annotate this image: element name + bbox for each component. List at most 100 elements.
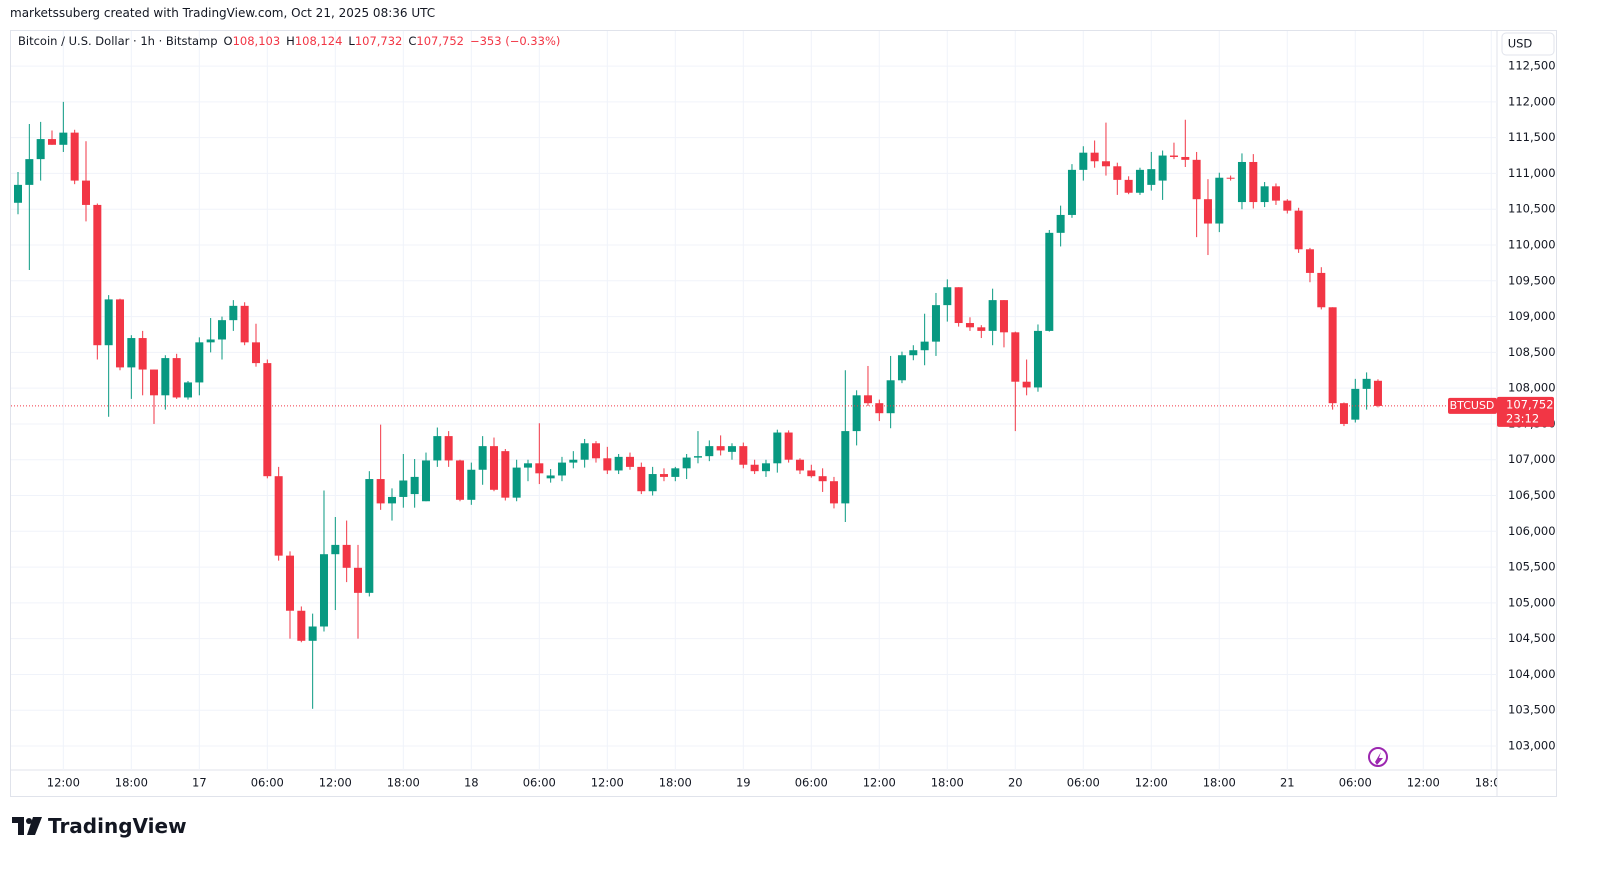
candle-body [467,469,476,500]
candle-body [977,327,986,331]
candle-body [818,476,827,482]
candle-body [161,358,170,396]
candle-body [784,432,793,460]
candle-body [1237,161,1246,203]
candle-body [659,474,668,477]
candle-body [773,432,782,464]
x-tick-label: 18:00 [1475,776,1508,790]
candle-body [183,382,192,398]
y-tick-label: 106,500 [1508,488,1556,502]
ohlc-key: C [408,34,417,48]
candle-body [625,456,634,467]
candle-body [1022,381,1031,388]
candle-body [943,287,952,306]
candle-body [206,339,215,343]
candle-body [478,446,487,470]
y-tick-label: 111,000 [1508,166,1556,180]
logo[interactable]: TradingView [12,814,187,838]
candle-body [353,567,362,593]
candle-body [251,342,260,364]
x-tick-label: 12:00 [863,776,896,790]
candle-body [1158,155,1167,181]
candle-body [274,476,283,556]
candle-body [1305,249,1314,273]
logo-text: TradingView [48,814,187,838]
candle-body [1181,156,1190,160]
y-tick-label: 103,500 [1508,703,1556,717]
candle-body [693,456,702,458]
x-tick-label: 20 [1008,776,1023,790]
candle-body [1192,159,1201,200]
candle-body [875,403,884,414]
candle-body [671,468,680,477]
candle-body [1215,177,1224,224]
chart-frame [10,30,1557,797]
candle-body [682,457,691,469]
y-tick-label: 105,000 [1508,595,1556,609]
candle-body [523,463,532,468]
x-tick-label: 06:00 [1339,776,1372,790]
candle-body [965,323,974,328]
candle-body [897,355,906,381]
candle-body [433,436,442,461]
currency: USD [1508,37,1533,51]
candle-body [115,299,124,368]
x-tick-label: 12:00 [591,776,624,790]
candle-body [342,544,351,568]
candle-body [1056,214,1065,233]
candle-body [229,305,238,321]
candle-body [387,496,396,504]
candle-body [93,204,102,346]
candle-body [1226,177,1235,179]
y-tick-label: 112,500 [1508,59,1556,73]
symbol-title: Bitcoin / U.S. Dollar · 1h · Bitstamp [18,34,218,48]
candle-body [954,287,963,324]
ohlc-item: L107,732 [348,34,402,48]
candle-body [931,305,940,342]
candle-body [591,443,600,459]
candle-body [807,470,816,477]
y-tick-label: 104,500 [1508,631,1556,645]
x-tick-label: 18:00 [931,776,964,790]
candle-body [127,338,136,368]
ohlc-item: H108,124 [286,34,342,48]
candle-body [999,300,1008,333]
candle-body [365,479,374,593]
x-tick-label: 19 [736,776,751,790]
currency-box[interactable] [1501,32,1555,56]
y-tick-label: 107,000 [1508,452,1556,466]
candle-body [1271,186,1280,201]
x-tick-label: 18:00 [1203,776,1236,790]
candle-body [1113,166,1122,180]
assistant-icon[interactable] [1368,747,1388,767]
candle-body [297,610,306,641]
candle-body [1249,161,1258,203]
y-tick-label: 110,000 [1508,238,1556,252]
candle-body [716,446,725,451]
candle-body [648,474,657,492]
candle-body [59,132,68,145]
ohlc-item: O108,103 [224,34,281,48]
candle-body [569,459,578,463]
candle-body [376,479,385,504]
x-tick-label: 18:00 [387,776,420,790]
ohlc-value: 108,103 [232,34,281,48]
candle-body [455,460,464,500]
candle-body [557,462,566,476]
candle-body [1328,307,1337,404]
candle-body [535,463,544,474]
candle-body [421,460,430,502]
candle-body [1362,378,1371,389]
candle-body [1124,179,1133,193]
y-tick-label: 109,000 [1508,309,1556,323]
candle-body [909,350,918,356]
ohlc-value: 107,732 [354,34,403,48]
ohlc-key: H [286,34,295,48]
candle-body [1339,403,1348,424]
candle-body [1011,332,1020,382]
y-tick-label: 104,000 [1508,667,1556,681]
candle-body [263,363,272,477]
candle-body [988,300,997,331]
candle-body [1260,186,1269,203]
candle-body [705,446,714,457]
